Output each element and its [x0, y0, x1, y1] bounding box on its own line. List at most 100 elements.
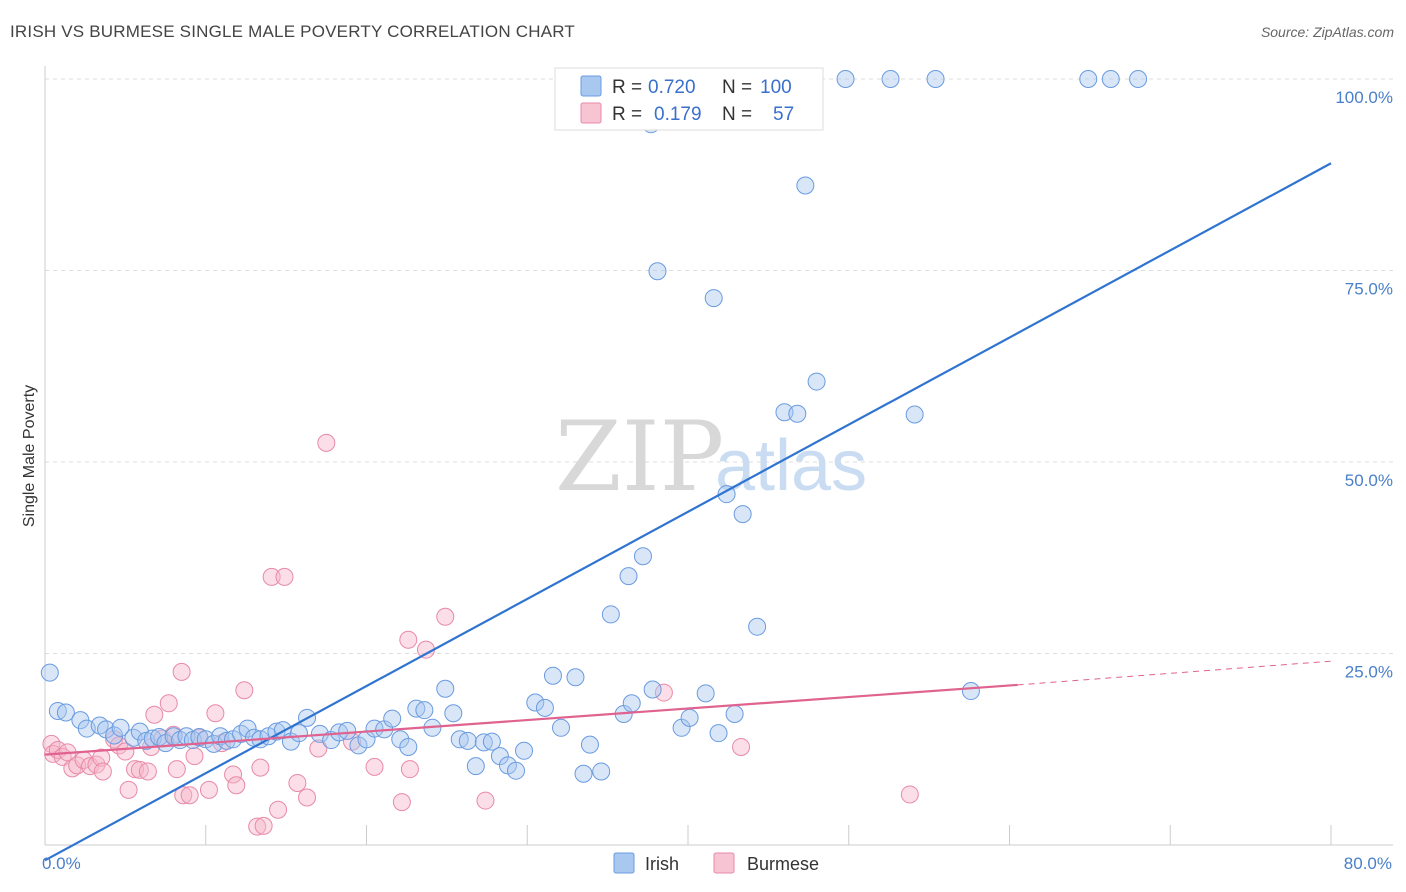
- burmese-point: [251, 758, 270, 777]
- irish-point: [1079, 70, 1098, 88]
- trendlines: [44, 162, 1332, 862]
- burmese-point: [199, 780, 218, 799]
- legend-swatch-irish: [580, 75, 602, 97]
- irish-point: [836, 70, 855, 88]
- burmese-point: [145, 705, 164, 724]
- irish-point: [415, 701, 434, 720]
- irish-point: [444, 704, 463, 723]
- y-tick-label: 25.0%: [1345, 663, 1393, 682]
- burmese-point: [262, 567, 281, 586]
- y-tick-labels: 25.0% 50.0% 75.0% 100.0%: [1335, 88, 1393, 682]
- irish-point: [458, 731, 477, 750]
- irish-point: [733, 505, 752, 524]
- irish-point: [807, 372, 826, 391]
- irish-point: [680, 708, 699, 727]
- irish-point: [717, 485, 736, 504]
- irish-point: [506, 761, 525, 780]
- watermark-atlas: atlas: [715, 426, 867, 506]
- burmese-point: [167, 760, 186, 779]
- burmese-point: [92, 748, 111, 767]
- burmese-point: [206, 704, 225, 723]
- burmese-point: [174, 786, 193, 805]
- irish-point: [1129, 70, 1148, 88]
- legend-irish-r-label: R =: [612, 77, 642, 98]
- legend-irish-n-label: N =: [722, 77, 752, 98]
- burmese-point: [254, 816, 273, 835]
- irish-point: [905, 405, 924, 424]
- irish-point: [56, 703, 75, 722]
- irish-point: [338, 721, 357, 740]
- irish-point: [1101, 70, 1120, 88]
- irish-point: [696, 684, 715, 703]
- irish-point: [466, 757, 485, 776]
- watermark-zip: ZIP: [555, 401, 724, 513]
- burmese-point: [235, 681, 254, 700]
- irish-point: [105, 726, 124, 745]
- irish-point: [788, 404, 807, 423]
- irish-point: [601, 605, 620, 624]
- irish-point: [648, 262, 667, 281]
- irish-point: [552, 718, 571, 737]
- legend-irish-r-value: 0.720: [648, 77, 696, 98]
- burmese-point: [138, 762, 157, 781]
- irish-point: [796, 176, 815, 195]
- irish-point: [543, 666, 562, 685]
- burmese-trendline-extension: [1017, 660, 1332, 686]
- irish-point: [704, 289, 723, 308]
- legend-swatch-burmese: [580, 102, 602, 124]
- irish-point: [238, 719, 257, 738]
- chart-title: IRISH VS BURMESE SINGLE MALE POVERTY COR…: [10, 22, 576, 41]
- irish-point: [580, 735, 599, 754]
- irish-point: [961, 682, 980, 701]
- irish-point: [535, 698, 554, 717]
- burmese-point: [400, 760, 419, 779]
- irish-point: [267, 722, 286, 741]
- burmese-point: [119, 780, 138, 799]
- irish-point: [111, 718, 130, 737]
- irish-point: [436, 679, 455, 698]
- bottom-legend-swatch-irish: [613, 852, 635, 874]
- burmese-point: [224, 765, 243, 784]
- burmese-point: [185, 747, 204, 766]
- irish-point: [748, 617, 767, 636]
- irish-point: [643, 680, 662, 699]
- burmese-point: [180, 786, 199, 805]
- irish-point: [566, 668, 585, 687]
- source-label: Source: ZipAtlas.com: [1260, 24, 1394, 40]
- burmese-point: [227, 776, 246, 795]
- burmese-point: [476, 791, 495, 810]
- irish-point: [289, 724, 308, 743]
- irish-point: [725, 705, 744, 724]
- bottom-legend-irish: Irish: [645, 854, 679, 874]
- irish-point: [482, 732, 501, 751]
- irish-point: [515, 741, 534, 760]
- legend-irish-n-value: 100: [760, 77, 792, 98]
- irish-point: [365, 719, 384, 738]
- burmese-point: [116, 742, 135, 761]
- x-tick-label-max: 80.0%: [1344, 854, 1392, 873]
- burmese-point: [269, 800, 288, 819]
- burmese-point: [248, 817, 267, 836]
- irish-point: [399, 737, 418, 756]
- irish-point: [926, 70, 945, 88]
- legend-burmese-r-label: R =: [612, 104, 642, 125]
- x-tick-label-min: 0.0%: [42, 854, 81, 873]
- burmese-point: [309, 739, 328, 758]
- irish-point: [709, 724, 728, 743]
- irish-point: [619, 567, 638, 586]
- legend-burmese-n-value: 57: [773, 104, 794, 125]
- bottom-legend-burmese: Burmese: [747, 854, 819, 874]
- x-axis-ticks: [44, 825, 1332, 845]
- grid: [44, 66, 1393, 846]
- y-tick-label: 75.0%: [1345, 280, 1393, 299]
- irish-point: [881, 70, 900, 88]
- burmese-point: [298, 788, 317, 807]
- burmese-point: [93, 762, 112, 781]
- burmese-trendline: [44, 683, 1018, 756]
- y-tick-label: 100.0%: [1335, 88, 1393, 107]
- stats-legend: R = 0.720 N = 100 R = 0.179 N = 57: [554, 67, 824, 131]
- burmese-point: [436, 607, 455, 626]
- burmese-point: [172, 662, 191, 681]
- legend-burmese-n-label: N =: [722, 104, 752, 125]
